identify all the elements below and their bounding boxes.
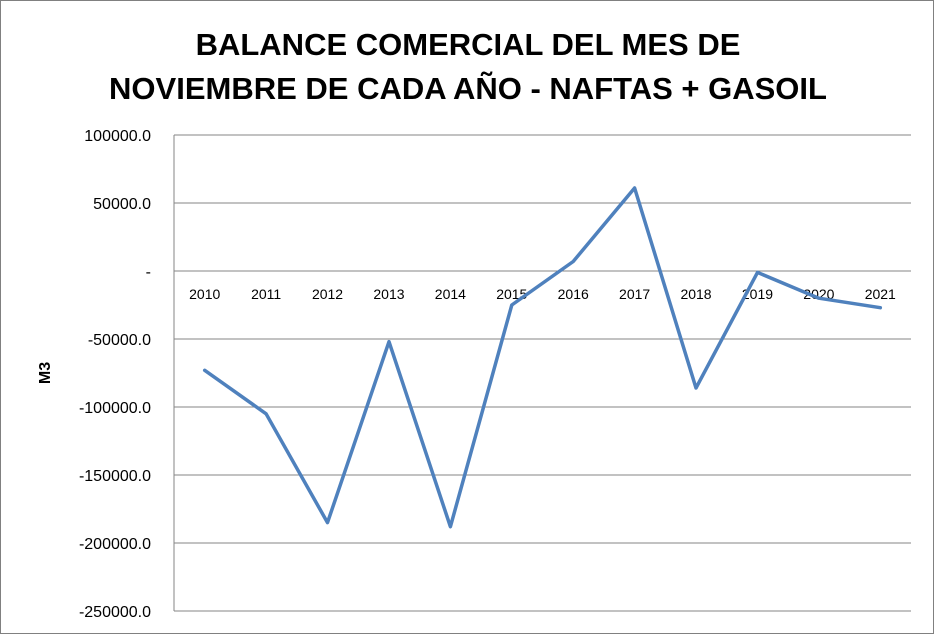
series-line	[202, 186, 883, 529]
x-tick-label: 2017	[619, 286, 650, 302]
x-tick-label: 2018	[680, 286, 711, 302]
y-tick-label: -100000.0	[79, 400, 151, 417]
y-tick-label: -	[146, 264, 151, 281]
gridlines	[174, 134, 911, 612]
y-tick-label: 100000.0	[84, 128, 151, 145]
series-group	[202, 186, 883, 529]
y-axis-label: M3	[37, 362, 54, 384]
y-tick-labels: 100000.0 50000.0 - -50000.0 -100000.0 -150000…	[79, 128, 151, 621]
y-tick-label: -250000.0	[79, 604, 151, 621]
x-tick-label: 2015	[496, 286, 527, 302]
axes	[173, 134, 911, 611]
y-tick-label: -150000.0	[79, 468, 151, 485]
x-tick-labels: 2010 2011 2012 2013 2014 2015 2016 2017 2018 2019…	[189, 286, 896, 302]
y-tick-label: -200000.0	[79, 536, 151, 553]
x-tick-label: 2013	[373, 286, 404, 302]
x-tick-label: 2014	[435, 286, 466, 302]
x-tick-label: 2011	[251, 286, 281, 302]
y-tick-label: -50000.0	[88, 332, 151, 349]
chart-title: BALANCE COMERCIAL DEL MES DE NOVIEMBRE D…	[1, 23, 934, 111]
x-tick-label: 2021	[865, 286, 896, 302]
chart-title-line-1: BALANCE COMERCIAL DEL MES DE	[195, 27, 741, 62]
x-tick-label: 2010	[189, 286, 220, 302]
x-tick-label: 2012	[312, 286, 343, 302]
chart-title-line-2: NOVIEMBRE DE CADA AÑO - NAFTAS + GASOIL	[109, 71, 827, 106]
y-tick-label: 50000.0	[93, 196, 151, 213]
x-tick-label: 2016	[558, 286, 589, 302]
